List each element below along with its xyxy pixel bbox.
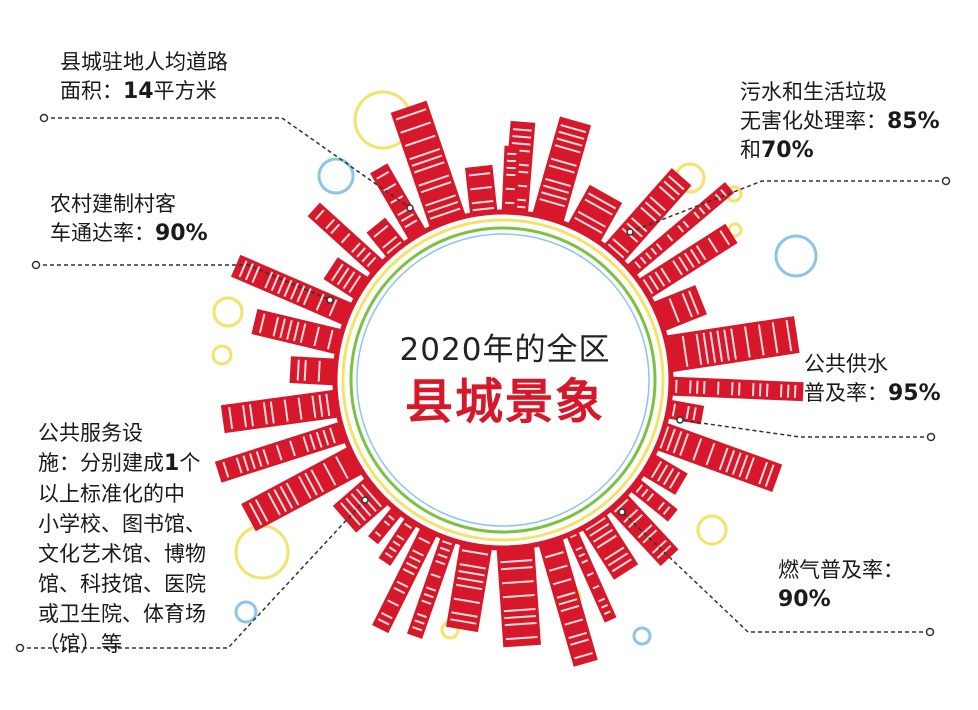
stat-line: 县城驻地人均道路 <box>60 50 228 74</box>
stat-line: 车通达率： <box>50 221 155 245</box>
stat-line: 以上标准化的中 <box>38 482 185 506</box>
stat-village-bus: 农村建制村客 车通达率：90% <box>50 190 208 248</box>
stat-water: 公共供水 普及率：95% <box>804 350 941 408</box>
stat-value: 90% <box>778 587 831 612</box>
inner-disc <box>333 210 673 550</box>
stat-value: 85% <box>887 109 940 134</box>
green-ring <box>349 226 657 534</box>
center-main-title: 县城景象 <box>404 374 605 430</box>
stat-line: 普及率： <box>804 381 888 405</box>
stat-line: 公共供水 <box>804 352 888 376</box>
stat-line: 农村建制村客 <box>50 192 176 216</box>
stat-value: 1 <box>164 451 180 476</box>
skyline-building <box>251 309 350 356</box>
skyline-building <box>446 536 494 633</box>
stat-line: 施：分别建成 <box>38 451 164 475</box>
skyline-building <box>536 530 598 667</box>
stat-line: 公共服务设 <box>38 421 143 445</box>
skyline-building <box>501 145 520 220</box>
stat-line: 无害化处理率： <box>740 109 887 133</box>
red-ring <box>332 209 674 551</box>
leader-lines <box>20 117 946 649</box>
stat-line: （馆）等 <box>38 632 122 656</box>
skyline-building <box>578 507 639 580</box>
stat-value: 14 <box>123 79 154 104</box>
skyline-building <box>599 168 692 268</box>
skyline-building <box>465 164 499 222</box>
stat-line: 小学校、图书馆、 <box>38 512 206 536</box>
skyline-building <box>289 356 343 386</box>
center-title: 2020年的全区 <box>399 332 611 368</box>
skyline-building <box>307 202 390 280</box>
skyline-building <box>659 316 800 374</box>
stat-sewage: 污水和生活垃圾 无害化处理率：85% 和70% <box>740 78 940 165</box>
skyline-building <box>220 388 346 434</box>
skyline-building <box>407 529 459 639</box>
skyline-building <box>563 524 617 623</box>
stat-line: 个 <box>179 451 201 475</box>
blue-ring <box>356 233 650 527</box>
skyline-building <box>624 474 678 522</box>
stat-unit: 平方米 <box>153 79 217 103</box>
stat-line: 燃气普及率： <box>778 558 904 582</box>
skyline-building <box>241 443 369 532</box>
skyline-building <box>372 520 441 634</box>
stat-line: 面积： <box>60 79 123 103</box>
stat-gas: 燃气普及率： 90% <box>778 556 904 614</box>
skyline-building <box>378 511 422 566</box>
skyline-building <box>214 419 354 483</box>
skyline-building <box>530 116 592 230</box>
skyline-building <box>496 539 541 648</box>
leader-dots <box>15 113 951 653</box>
stat-line: 馆、科技馆、医院 <box>38 572 206 596</box>
yellow-ring <box>341 218 665 542</box>
skyline-building <box>649 420 783 493</box>
skyline-building <box>632 223 738 303</box>
skyline-building <box>604 488 679 566</box>
skyline-building <box>663 376 804 402</box>
stat-line: 污水和生活垃圾 <box>740 80 887 104</box>
stat-line: 文化艺术馆、博物 <box>38 542 206 566</box>
stat-line: 或卫生院、体育场 <box>38 602 206 626</box>
skyline-building <box>620 182 735 281</box>
stat-road-area: 县城驻地人均道路 面积：14平方米 <box>60 48 228 106</box>
stat-line: 和 <box>740 138 761 162</box>
stat-value: 95% <box>888 381 941 406</box>
skyline-building <box>390 100 468 235</box>
stat-value: 90% <box>155 221 208 246</box>
stat-value: 70% <box>761 138 814 163</box>
stat-facilities: 公共服务设 施：分别建成1个 以上标准化的中 小学校、图书馆、 文化艺术馆、博物… <box>38 418 206 659</box>
skyline-building <box>230 254 360 329</box>
